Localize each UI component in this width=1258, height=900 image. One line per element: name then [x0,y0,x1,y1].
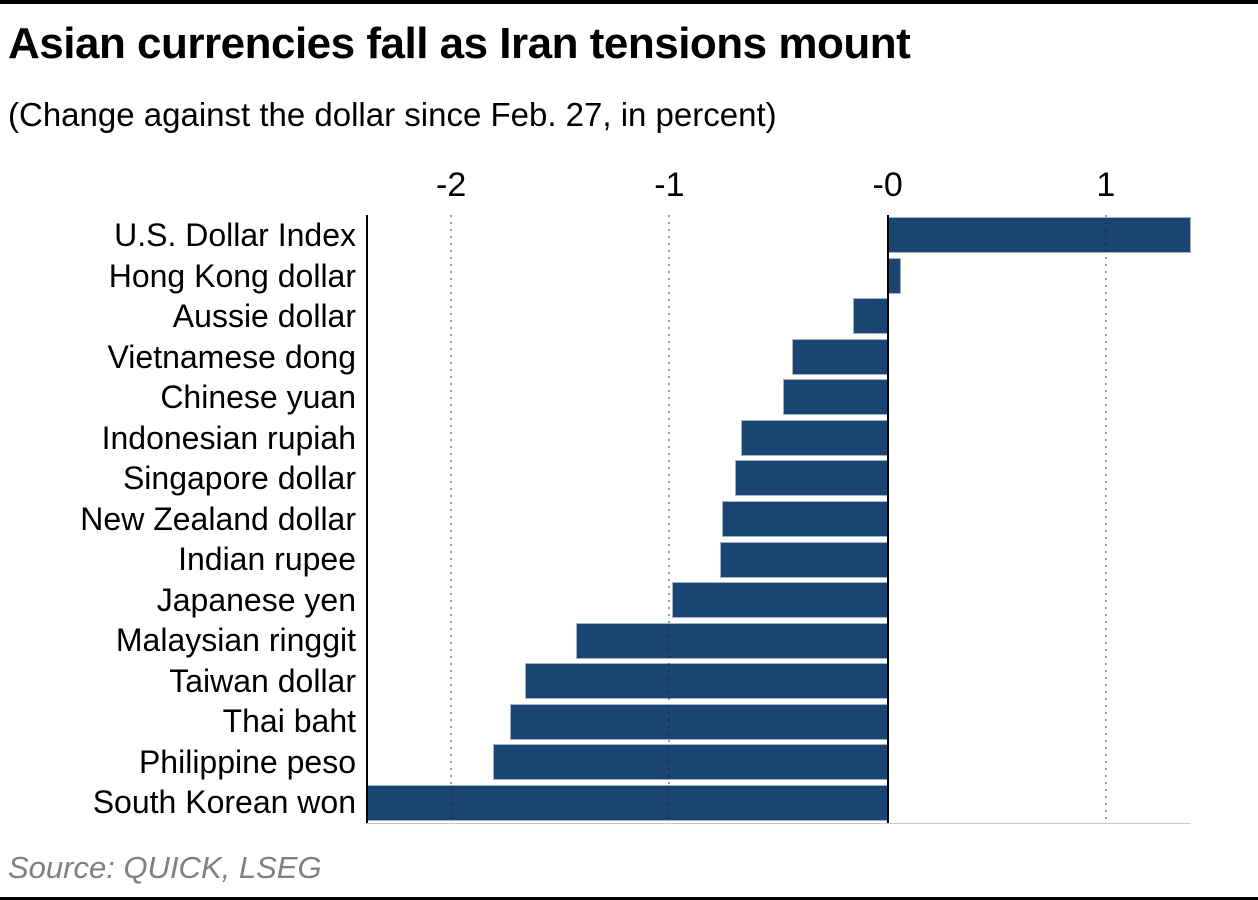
category-label-vietnamese-dong: Vietnamese dong [107,338,356,375]
bar-japanese-yen [671,582,888,619]
category-label-thai-baht: Thai baht [222,703,356,740]
bar-u-s-dollar-index [887,217,1191,254]
category-label-singapore-dollar: Singapore dollar [122,460,356,497]
x-tick-label-minus-0: -0 [872,166,903,204]
bar-indian-rupee [719,541,888,578]
category-label-indian-rupee: Indian rupee [178,541,356,578]
category-label-chinese-yuan: Chinese yuan [160,379,356,416]
x-tick-label-1: 1 [1096,166,1116,204]
bar-singapore-dollar [734,460,888,497]
category-label-philippine-peso: Philippine peso [138,743,356,780]
category-label-aussie-dollar: Aussie dollar [172,298,356,335]
x-axis-ticks: -2 -1 -0 1 [366,163,1191,207]
category-label-taiwan-dollar: Taiwan dollar [169,662,356,699]
bar-indonesian-rupiah [741,419,888,456]
source-note: Source: QUICK, LSEG [8,850,322,885]
top-rule [0,0,1258,4]
bar-philippine-peso [492,744,888,781]
plot-area [366,215,1191,824]
category-label-malaysian-ringgit: Malaysian ringgit [115,622,356,659]
gridline-minus-1 [668,215,671,823]
zero-line [886,215,889,823]
bar-new-zealand-dollar [721,501,888,537]
category-label-south-korean-won: South Korean won [92,784,356,821]
category-label-japanese-yen: Japanese yen [156,581,356,618]
bar-south-korean-won [366,784,888,821]
x-tick-label-minus-1: -1 [654,166,685,204]
bar-thai-baht [510,703,888,740]
y-axis-line [366,215,368,823]
bottom-rule [0,897,1258,900]
bar-vietnamese-dong [791,338,888,375]
gridline-minus-2 [450,215,453,823]
bar-aussie-dollar [852,298,888,335]
gridline-1 [1104,215,1107,823]
bar-malaysian-ringgit [575,622,888,659]
bar-chinese-yuan [782,379,888,416]
category-labels: U.S. Dollar Index Hong Kong dollar Aussie … [0,215,356,823]
x-tick-label-minus-2: -2 [435,166,467,204]
category-label-u-s-dollar-index: U.S. Dollar Index [114,217,356,253]
category-label-new-zealand-dollar: New Zealand dollar [80,500,356,537]
category-label-hong-kong-dollar: Hong Kong dollar [108,257,356,294]
bar-taiwan-dollar [525,663,888,700]
bar-hong-kong-dollar [887,257,901,294]
category-label-indonesian-rupiah: Indonesian rupiah [101,419,356,456]
x-axis-baseline [366,823,1191,824]
chart-subtitle: (Change against the dollar since Feb. 27… [8,96,777,133]
chart-title: Asian currencies fall as Iran tensions m… [8,19,911,68]
